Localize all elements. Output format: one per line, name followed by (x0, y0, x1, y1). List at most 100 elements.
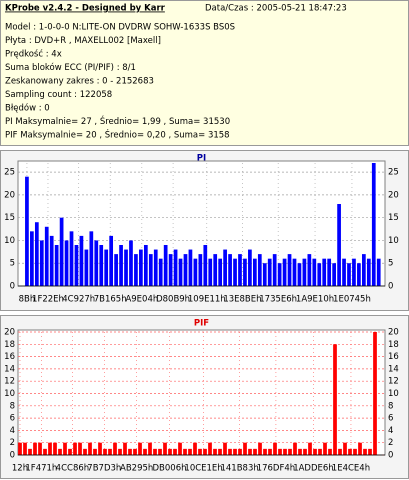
bar (363, 448, 367, 455)
y-tick-label-right: 0 (388, 282, 393, 292)
bar (198, 448, 202, 455)
bar (308, 442, 312, 455)
x-tick-label: 176DF4h (257, 464, 295, 474)
x-tick-label: 1E4CE4h (332, 464, 370, 474)
y-tick-label: 0 (10, 451, 15, 461)
x-tick-label: 8Bh (19, 295, 36, 305)
x-tick-label: 7B165h (94, 295, 127, 305)
y-tick-label-right: 15 (388, 213, 399, 223)
x-tick-label: DB006h (153, 464, 187, 474)
y-tick-label: 0 (10, 282, 15, 292)
bar (297, 263, 302, 286)
bar (352, 258, 356, 286)
bar (348, 448, 352, 455)
x-tick-label: AB295h (120, 464, 153, 474)
bar (293, 442, 297, 455)
bar (48, 442, 52, 455)
bar (357, 263, 361, 286)
bar (148, 254, 153, 286)
bar (267, 258, 272, 286)
bar (59, 217, 64, 286)
bar (153, 448, 157, 455)
y-tick-label: 8 (10, 401, 15, 411)
bar (74, 245, 79, 286)
bar (183, 254, 188, 286)
info-line: Model : 1-0-0-0 N:LITE-ON DVDRW SOHW-163… (5, 23, 235, 33)
info-line: Błędów : 0 (5, 103, 50, 114)
y-tick-label-right: 20 (388, 328, 399, 338)
bar (238, 254, 242, 286)
x-tick-label: 1A9E10h (296, 295, 334, 305)
y-tick-label: 20 (4, 328, 15, 338)
bar (178, 442, 182, 455)
y-tick-label: 20 (4, 190, 15, 200)
bar (33, 442, 37, 455)
info-line: Prędkość : 4x (5, 49, 62, 60)
x-tick-label: 12h (12, 464, 28, 474)
bar (183, 448, 187, 455)
info-line: Płyta : DVD+R , MAXELL002 [Maxell] (5, 36, 161, 46)
bar (73, 442, 77, 455)
bar (218, 448, 222, 455)
bar (282, 258, 287, 286)
bar (257, 254, 262, 286)
bar (113, 442, 117, 455)
chart-title: PIF (194, 319, 209, 329)
bar (298, 448, 302, 455)
y-tick-label: 10 (4, 389, 15, 399)
bar (322, 258, 327, 286)
bar (109, 235, 114, 286)
bar (278, 448, 282, 455)
bar (153, 249, 158, 286)
plot-area (17, 329, 386, 456)
bar (30, 231, 34, 286)
bar (287, 254, 292, 286)
bar (163, 442, 167, 455)
bar (163, 245, 168, 286)
x-tick-label: 141B83h (220, 464, 258, 474)
bar (328, 448, 332, 455)
bar (128, 448, 132, 455)
bar (253, 448, 257, 455)
info-line: Suma bloków ECC (PI/PIF) : 8/1 (5, 62, 136, 73)
bar (353, 448, 357, 455)
x-tick-label: 1735E6h (259, 295, 297, 305)
bar (88, 442, 92, 455)
bar (79, 235, 84, 286)
bar (277, 263, 282, 286)
y-tick-label: 15 (4, 213, 15, 223)
info-line: Zeskanowany zakres : 0 - 2152683 (5, 77, 154, 87)
bar (327, 258, 332, 286)
bar (343, 442, 347, 455)
bar (168, 254, 173, 286)
bar (108, 448, 112, 455)
bar (342, 258, 346, 286)
bar (283, 448, 287, 455)
bar (173, 249, 178, 286)
bar (268, 448, 272, 455)
y-tick-label-right: 2 (388, 438, 393, 448)
y-tick-label-right: 12 (388, 377, 399, 387)
bar (89, 231, 94, 286)
bar (139, 249, 143, 286)
bar (133, 448, 137, 455)
bar (188, 249, 193, 286)
y-tick-label-right: 8 (388, 401, 393, 411)
bar (258, 442, 262, 455)
bar (43, 448, 47, 455)
bar (39, 240, 44, 286)
bar (98, 442, 102, 455)
bar (143, 245, 148, 286)
bar (44, 226, 49, 286)
bar (148, 442, 152, 455)
bar (333, 344, 337, 455)
bar (68, 448, 72, 455)
bar (338, 448, 342, 455)
bar (18, 442, 22, 455)
bar (332, 263, 336, 286)
x-tick-label: 109E11h (188, 295, 226, 305)
y-tick-label-right: 10 (388, 236, 399, 246)
x-tick-label: 7B7D3h (87, 464, 121, 474)
bar (119, 245, 123, 286)
chart-title: PI (197, 154, 206, 164)
